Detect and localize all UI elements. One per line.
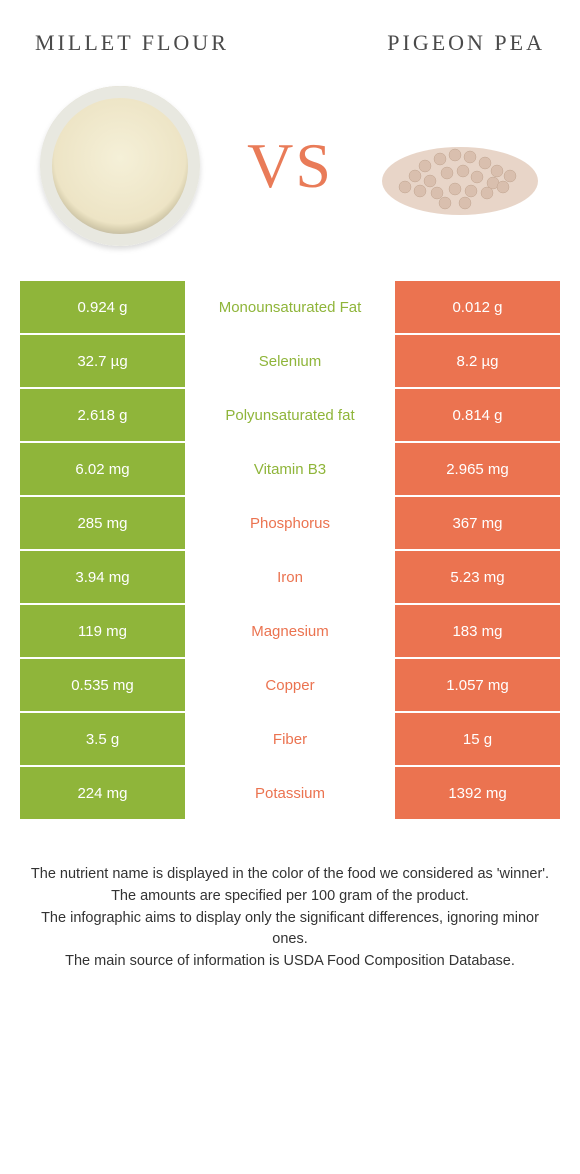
comparison-table: 0.924 gMonounsaturated Fat0.012 g32.7 µg… xyxy=(20,281,560,819)
nutrient-name: Magnesium xyxy=(185,605,395,657)
footer-line: The infographic aims to display only the… xyxy=(30,908,550,952)
table-row: 119 mgMagnesium183 mg xyxy=(20,603,560,657)
right-value: 8.2 µg xyxy=(395,335,560,387)
right-value: 1.057 mg xyxy=(395,659,560,711)
nutrient-name: Fiber xyxy=(185,713,395,765)
right-value: 1392 mg xyxy=(395,767,560,819)
footer-notes: The nutrient name is displayed in the co… xyxy=(0,819,580,973)
nutrient-name: Iron xyxy=(185,551,395,603)
table-row: 0.924 gMonounsaturated Fat0.012 g xyxy=(20,281,560,333)
footer-line: The amounts are specified per 100 gram o… xyxy=(30,886,550,908)
left-value: 0.924 g xyxy=(20,281,185,333)
nutrient-name: Phosphorus xyxy=(185,497,395,549)
right-value: 2.965 mg xyxy=(395,443,560,495)
nutrient-name: Vitamin B3 xyxy=(185,443,395,495)
table-row: 32.7 µgSelenium8.2 µg xyxy=(20,333,560,387)
table-row: 2.618 gPolyunsaturated fat0.814 g xyxy=(20,387,560,441)
header: Millet flour Pigeon pea xyxy=(0,0,580,66)
vs-label: VS xyxy=(247,129,333,203)
left-value: 32.7 µg xyxy=(20,335,185,387)
right-value: 0.814 g xyxy=(395,389,560,441)
footer-line: The nutrient name is displayed in the co… xyxy=(30,864,550,886)
nutrient-name: Selenium xyxy=(185,335,395,387)
food-left-image xyxy=(35,81,205,251)
nutrient-name: Copper xyxy=(185,659,395,711)
table-row: 3.94 mgIron5.23 mg xyxy=(20,549,560,603)
nutrient-name: Potassium xyxy=(185,767,395,819)
food-left-title: Millet flour xyxy=(35,30,235,56)
images-row: VS xyxy=(0,66,580,281)
table-row: 0.535 mgCopper1.057 mg xyxy=(20,657,560,711)
left-value: 2.618 g xyxy=(20,389,185,441)
flour-bowl-icon xyxy=(40,86,200,246)
right-value: 0.012 g xyxy=(395,281,560,333)
left-value: 3.5 g xyxy=(20,713,185,765)
left-value: 285 mg xyxy=(20,497,185,549)
right-value: 183 mg xyxy=(395,605,560,657)
nutrient-name: Polyunsaturated fat xyxy=(185,389,395,441)
table-row: 6.02 mgVitamin B32.965 mg xyxy=(20,441,560,495)
right-value: 5.23 mg xyxy=(395,551,560,603)
food-right-image xyxy=(375,81,545,251)
left-value: 119 mg xyxy=(20,605,185,657)
left-value: 0.535 mg xyxy=(20,659,185,711)
left-value: 3.94 mg xyxy=(20,551,185,603)
food-right-title: Pigeon pea xyxy=(345,30,545,56)
pigeon-peas-icon xyxy=(375,111,545,221)
table-row: 224 mgPotassium1392 mg xyxy=(20,765,560,819)
nutrient-name: Monounsaturated Fat xyxy=(185,281,395,333)
footer-line: The main source of information is USDA F… xyxy=(30,951,550,973)
right-value: 367 mg xyxy=(395,497,560,549)
left-value: 224 mg xyxy=(20,767,185,819)
table-row: 285 mgPhosphorus367 mg xyxy=(20,495,560,549)
table-row: 3.5 gFiber15 g xyxy=(20,711,560,765)
right-value: 15 g xyxy=(395,713,560,765)
left-value: 6.02 mg xyxy=(20,443,185,495)
